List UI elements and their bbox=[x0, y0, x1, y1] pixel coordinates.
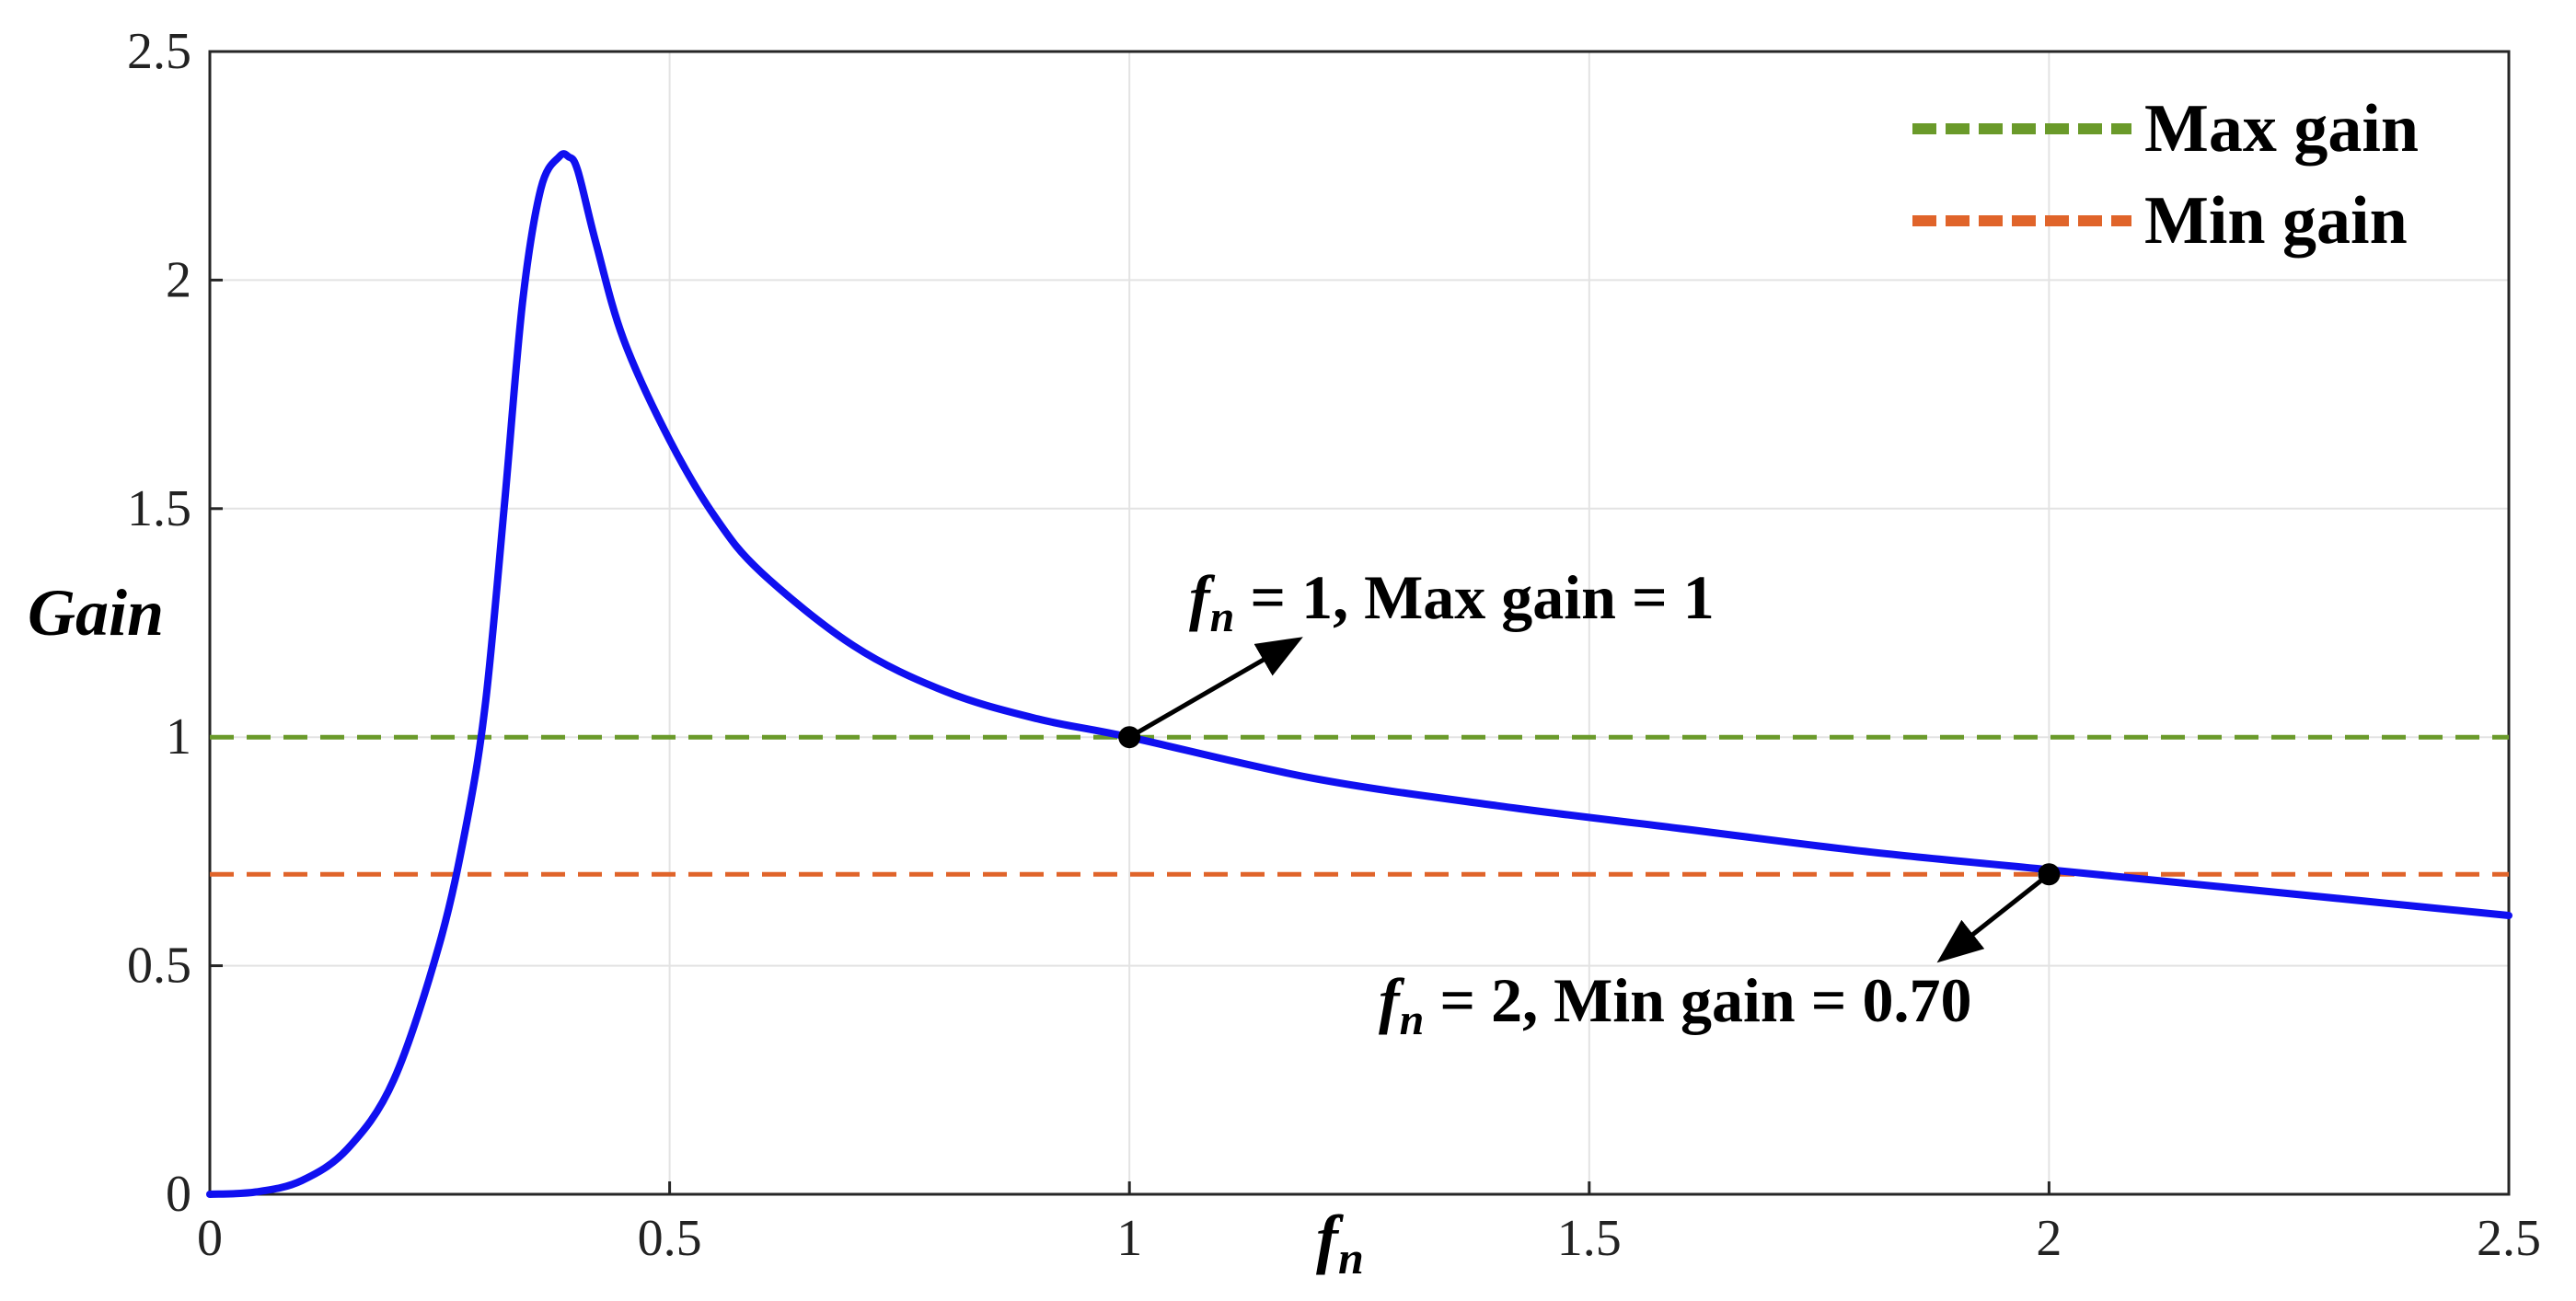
x-tick-label: 1.5 bbox=[1557, 1210, 1622, 1267]
x-tick-label: 1 bbox=[1116, 1210, 1142, 1267]
x-tick-label: 0 bbox=[197, 1210, 223, 1267]
y-tick-label: 0.5 bbox=[127, 938, 191, 995]
legend-label: Max gain bbox=[2144, 91, 2419, 167]
annotation-text: = 2, Min gain = 0.70 bbox=[1424, 965, 1971, 1035]
annotation-marker bbox=[1118, 726, 1141, 749]
y-tick-label: 0 bbox=[166, 1166, 191, 1223]
legend: Max gain Min gain bbox=[1912, 91, 2419, 259]
annotations: fn = 1, Max gain = 1 fn = 2, Min gain = 0… bbox=[1118, 562, 2061, 1044]
annotation-arrow bbox=[1127, 637, 1303, 740]
plot-area-frame bbox=[208, 50, 2511, 1196]
x-axis-title: fn bbox=[1316, 1202, 1364, 1284]
x-tick-label: 2.5 bbox=[2477, 1210, 2541, 1267]
series-lines bbox=[206, 150, 2512, 1198]
annotation-marker bbox=[2038, 863, 2061, 886]
y-tick-label: 1.5 bbox=[127, 480, 191, 537]
annotation-subscript: n bbox=[1210, 593, 1235, 641]
y-axis-title: Gain bbox=[28, 576, 164, 650]
legend-label: Min gain bbox=[2144, 183, 2408, 259]
annotation-label: fn = 1, Max gain = 1 bbox=[1189, 562, 1715, 641]
x-axis-title-subscript: n bbox=[1338, 1232, 1364, 1284]
annotation-text: = 1, Max gain = 1 bbox=[1234, 562, 1714, 632]
annotation-subscript: n bbox=[1400, 996, 1425, 1044]
axis-ticks: 0 0.5 1 1.5 2 2.5 0 0.5 1 1.5 2 2.5 bbox=[127, 23, 2541, 1267]
annotation-arrow bbox=[1936, 872, 2050, 963]
y-tick-label: 2 bbox=[166, 251, 191, 308]
annotation-label: fn = 2, Min gain = 0.70 bbox=[1379, 965, 1971, 1044]
series-line-gain bbox=[206, 150, 2512, 1198]
x-tick-label: 2 bbox=[2036, 1210, 2062, 1267]
y-tick-label: 1 bbox=[166, 708, 191, 766]
x-tick-label: 0.5 bbox=[638, 1210, 702, 1267]
y-tick-label: 2.5 bbox=[127, 23, 191, 80]
